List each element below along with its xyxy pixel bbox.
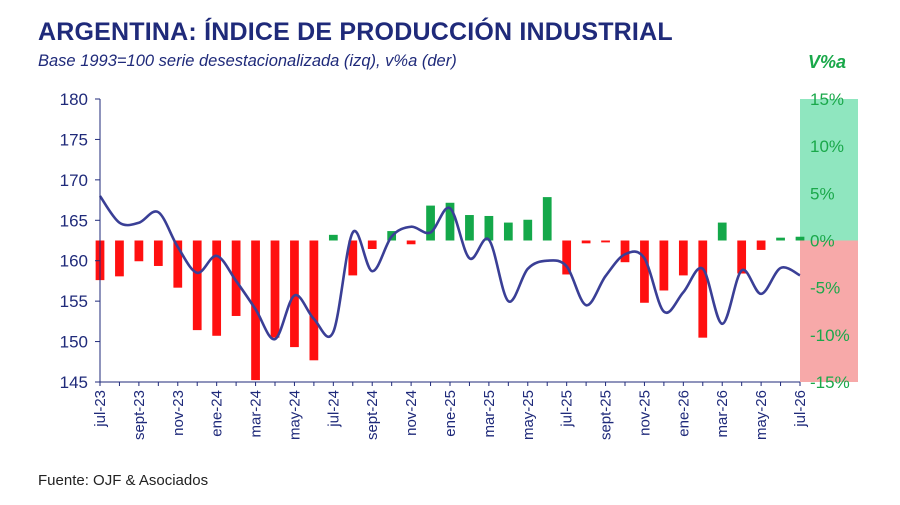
bar-jul-26 (795, 236, 805, 241)
x-tick-label: may-24 (286, 390, 303, 440)
x-tick-label: may-26 (753, 390, 770, 440)
x-tick-label: mar-25 (481, 390, 498, 438)
bar-ene-26 (678, 240, 688, 276)
right-tick-label: 15% (810, 90, 844, 109)
left-tick-label: 180 (60, 90, 88, 109)
positive-zone (800, 99, 858, 241)
bar-jun-26 (776, 237, 785, 241)
x-tick-label: ene-25 (442, 390, 459, 437)
x-tick-label: nov-24 (403, 390, 420, 436)
right-axis-zones (800, 99, 858, 382)
bar-abr-25 (503, 222, 513, 241)
axes (95, 98, 801, 386)
bar-jun-25 (542, 197, 552, 241)
x-tick-label: nov-23 (170, 390, 187, 436)
bar-abr-26 (737, 240, 747, 274)
right-tick-label: -5% (810, 279, 840, 298)
bar-oct-23 (153, 240, 163, 266)
bar-may-25 (523, 219, 533, 241)
bar-nov-25 (640, 240, 649, 303)
x-tick-label: sept-23 (131, 390, 148, 440)
bar-may-26 (756, 240, 766, 250)
x-tick-label: ene-26 (675, 390, 692, 437)
bar-sept-25 (601, 240, 610, 243)
bar-may-24 (290, 240, 299, 348)
x-tick-label: jul-25 (559, 390, 576, 428)
bar-ago-24 (348, 240, 358, 276)
bar-dic-23 (192, 240, 202, 331)
bar-ago-25 (581, 240, 591, 244)
right-tick-label: -10% (810, 326, 850, 345)
bar-feb-24 (231, 240, 241, 316)
bar-oct-25 (620, 240, 630, 263)
right-tick-label: 5% (810, 184, 835, 203)
bar-nov-23 (173, 240, 183, 288)
index-line (98, 195, 801, 341)
right-tick-label: 10% (810, 137, 844, 156)
source-note: Fuente: OJF & Asociados (38, 472, 209, 489)
bar-dic-25 (659, 240, 669, 291)
bar-jul-24 (328, 234, 338, 241)
bar-mar-26 (717, 222, 727, 241)
bar-sept-23 (134, 240, 144, 262)
x-tick-label: sept-24 (364, 390, 381, 440)
bar-ene-25 (445, 202, 455, 241)
right-axis-title: V%a (808, 52, 847, 72)
bar-jun-24 (309, 240, 319, 361)
x-tick-label: ene-24 (209, 390, 226, 437)
left-tick-label: 160 (60, 252, 88, 271)
x-tick-label: jul-23 (92, 390, 109, 428)
bar-jul-25 (562, 240, 572, 275)
left-tick-label: 170 (60, 171, 88, 190)
bar-series (95, 197, 805, 381)
x-axis-labels: jul-23 sept-23 nov-23 ene-24 mar-24 may-24 jul… (92, 390, 809, 440)
bar-dic-24 (426, 205, 435, 241)
bar-feb-25 (465, 215, 474, 241)
x-tick-label: jul-26 (792, 390, 809, 428)
bar-mar-25 (484, 215, 494, 241)
x-tick-label: mar-26 (714, 390, 731, 438)
bar-ago-23 (115, 240, 124, 277)
bar-abr-24 (270, 240, 280, 338)
line-series (98, 195, 801, 341)
left-tick-label: 145 (60, 373, 88, 392)
right-tick-label: 0% (810, 232, 835, 251)
left-tick-label: 155 (60, 292, 88, 311)
x-tick-label: nov-25 (636, 390, 653, 436)
bar-nov-24 (406, 240, 416, 245)
right-y-axis-labels: -15% -10% -5% 0% 5% 10% 15% (810, 90, 850, 392)
right-tick-label: -15% (810, 373, 850, 392)
chart-title: ARGENTINA: ÍNDICE DE PRODUCCIÓN INDUSTRI… (38, 18, 673, 46)
x-tick-label: may-25 (520, 390, 537, 440)
bar-sept-24 (367, 240, 377, 249)
x-tick-label: mar-24 (248, 390, 265, 438)
x-tick-label: sept-25 (598, 390, 615, 440)
left-y-axis-labels: 145 150 155 160 165 170 175 180 (60, 90, 88, 392)
left-tick-label: 150 (60, 333, 88, 352)
chart-subtitle: Base 1993=100 serie desestacionalizada (… (38, 52, 457, 70)
left-tick-label: 175 (60, 130, 88, 149)
x-tick-label: jul-24 (325, 390, 342, 428)
negative-zone (800, 240, 858, 382)
bar-ene-24 (212, 240, 222, 336)
bar-feb-26 (698, 240, 708, 338)
left-tick-label: 165 (60, 211, 88, 230)
